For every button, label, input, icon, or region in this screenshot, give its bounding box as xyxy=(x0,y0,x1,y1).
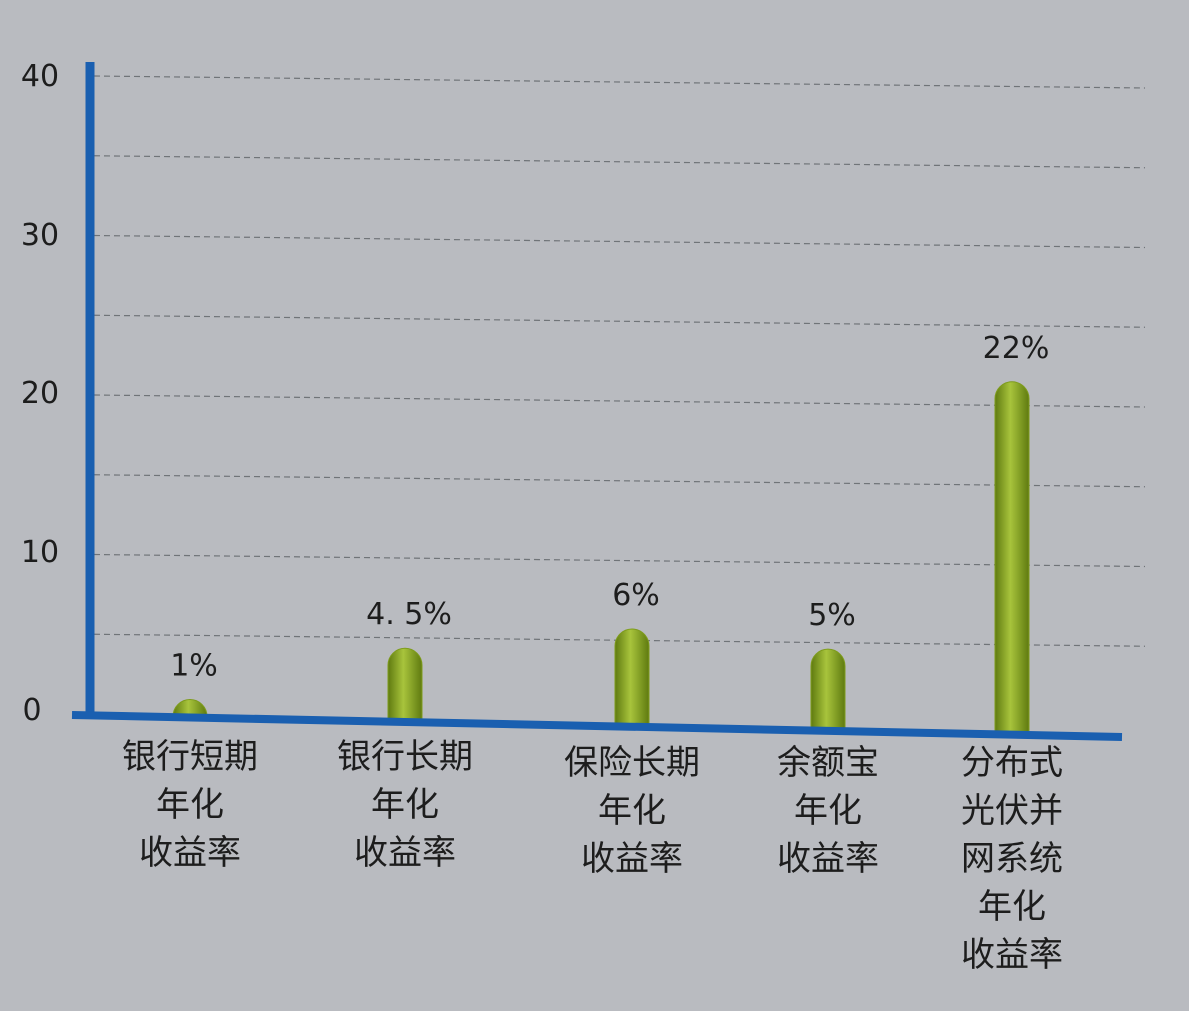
bar xyxy=(994,381,1030,734)
category-label-line: 年化 xyxy=(978,887,1046,927)
gridline xyxy=(93,155,1146,169)
category-labels: 银行短期年化收益率银行长期年化收益率保险长期年化收益率余额宝年化收益率分布式光伏… xyxy=(122,737,1063,975)
category-label-line: 银行长期 xyxy=(337,737,473,777)
gridline xyxy=(93,394,1146,408)
category-label-line: 网系统 xyxy=(961,839,1063,879)
bar xyxy=(387,647,423,721)
x-axis xyxy=(71,711,1123,741)
data-label: 22% xyxy=(983,331,1050,366)
category-label: 余额宝年化收益率 xyxy=(777,743,879,879)
category-label-line: 年化 xyxy=(371,785,439,825)
data-labels: 1% 4. 5% 6% 5% 22% xyxy=(170,331,1049,684)
category-label-line: 银行短期 xyxy=(122,737,258,777)
category-label-line: 收益率 xyxy=(961,935,1063,975)
category-label-line: 年化 xyxy=(794,791,862,831)
category-label-line: 收益率 xyxy=(354,833,456,873)
y-tick-label: 20 xyxy=(21,376,59,411)
category-label: 银行短期年化收益率 xyxy=(122,737,258,873)
gridline xyxy=(93,234,1146,249)
bar xyxy=(614,628,650,726)
y-tick-label: 0 xyxy=(22,693,41,728)
category-label-line: 光伏并 xyxy=(961,791,1063,831)
y-tick-label: 30 xyxy=(21,218,59,253)
category-label-line: 余额宝 xyxy=(777,743,879,783)
category-label: 分布式光伏并网系统年化收益率 xyxy=(961,743,1063,975)
data-label: 6% xyxy=(612,578,660,613)
gridline xyxy=(93,314,1146,328)
gridline xyxy=(93,553,1146,568)
y-tick-label: 10 xyxy=(21,535,59,570)
data-label: 4. 5% xyxy=(366,597,452,632)
bars xyxy=(172,381,1030,734)
category-label-line: 分布式 xyxy=(961,743,1063,783)
category-label-line: 年化 xyxy=(156,785,224,825)
category-label-line: 收益率 xyxy=(139,833,241,873)
gridline xyxy=(93,75,1146,89)
category-label-line: 保险长期 xyxy=(564,743,700,783)
bar xyxy=(810,648,846,730)
category-label: 银行长期年化收益率 xyxy=(337,737,473,873)
category-label-line: 收益率 xyxy=(581,839,683,879)
category-label-line: 年化 xyxy=(598,791,666,831)
category-label: 保险长期年化收益率 xyxy=(564,743,700,879)
category-label-line: 收益率 xyxy=(777,839,879,879)
data-label: 5% xyxy=(808,598,856,633)
y-axis-ticks: 40 30 20 10 0 xyxy=(21,59,59,728)
data-label: 1% xyxy=(170,649,218,684)
gridlines xyxy=(93,75,1146,647)
gridline xyxy=(93,474,1146,488)
y-tick-label: 40 xyxy=(21,59,59,94)
